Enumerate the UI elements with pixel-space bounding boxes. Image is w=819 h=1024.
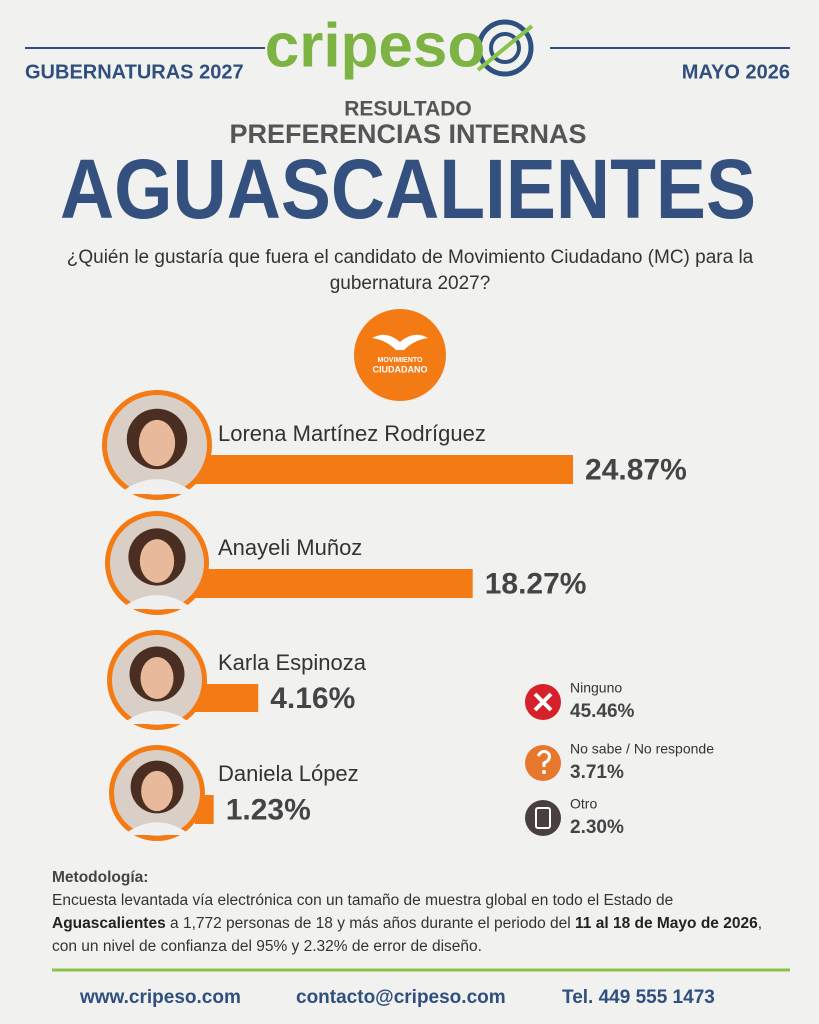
footer-email: contacto@cripeso.com: [296, 987, 506, 1008]
text: Aguascalientes: [52, 915, 166, 932]
party-name: MOVIMIENTO: [378, 357, 424, 364]
value-label: 24.87%: [585, 453, 687, 486]
candidate-name: Karla Espinoza: [218, 650, 367, 675]
photo-face: [141, 770, 173, 812]
party-name: CIUDADANO: [373, 364, 428, 374]
party-logo: [354, 309, 446, 401]
other-value: 45.46%: [570, 701, 635, 722]
header-left: GUBERNATURAS 2027: [25, 61, 244, 83]
value-label: 18.27%: [485, 567, 587, 600]
methodology: Metodología: Encuesta levantada vía elect…: [52, 866, 782, 958]
other-name: Ninguno: [570, 680, 622, 696]
methodology-title: Metodología:: [52, 869, 149, 886]
footer-web: www.cripeso.com: [79, 987, 241, 1008]
photo-body: [123, 822, 191, 835]
photo-body: [122, 710, 192, 724]
candidate-name: Lorena Martínez Rodríguez: [218, 421, 486, 446]
bar: [195, 455, 574, 484]
logo: cripeso: [265, 11, 486, 80]
other-value: 3.71%: [570, 762, 624, 783]
other-name: Otro: [570, 796, 597, 812]
text: 11 al 18 de Mayo de 2026: [575, 915, 758, 932]
header-right: MAYO 2026: [682, 61, 790, 83]
other-name: No sabe / No responde: [570, 741, 714, 757]
photo-body: [118, 479, 196, 494]
icon: [525, 800, 561, 836]
footer-phone: Tel. 449 555 1473: [562, 987, 715, 1008]
text: , con un nivel de confianza del 95% y 2.…: [52, 915, 763, 955]
photo-face: [139, 539, 175, 583]
photo-body: [120, 595, 194, 609]
kicker: RESULTADO: [344, 98, 472, 121]
photo-face: [138, 419, 176, 467]
question: ¿Quién le gustaría que fuera el candidat…: [66, 247, 754, 294]
bar: [195, 569, 473, 598]
subtitle: PREFERENCIAS INTERNAS: [229, 119, 586, 149]
text: Encuesta levantada vía electrónica con u…: [52, 892, 674, 909]
candidate-name: Anayeli Muñoz: [218, 535, 362, 560]
icon-x: [533, 692, 553, 712]
text: a 1,772 personas de 18 y más años durant…: [165, 915, 576, 932]
value-label: 1.23%: [226, 793, 311, 826]
candidate-name: Daniela López: [218, 761, 359, 786]
icon-q: [536, 749, 551, 767]
logo-target: [476, 19, 534, 77]
value-label: 4.16%: [270, 682, 355, 715]
icon-dot: [542, 770, 546, 774]
title: AGUASCALIENTES: [60, 142, 756, 236]
icon-box: [535, 807, 551, 829]
other-value: 2.30%: [570, 817, 624, 838]
photo-face: [140, 657, 174, 699]
